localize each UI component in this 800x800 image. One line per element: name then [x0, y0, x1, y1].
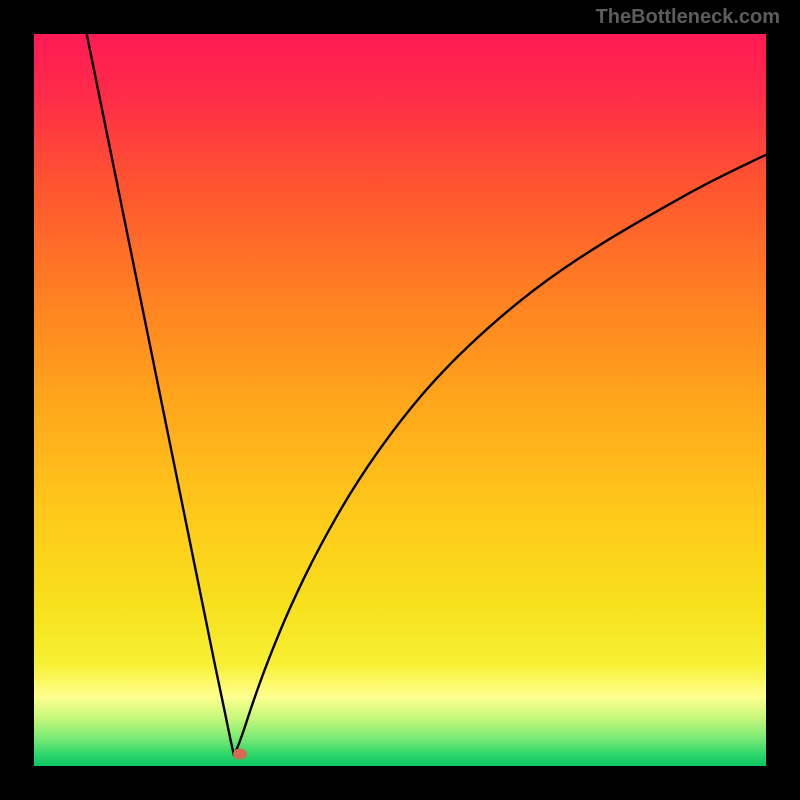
chart-container: TheBottleneck.com — [0, 0, 800, 800]
minimum-marker — [233, 749, 247, 760]
curve — [34, 34, 766, 766]
watermark-text: TheBottleneck.com — [596, 6, 780, 29]
plot-area — [34, 34, 766, 766]
